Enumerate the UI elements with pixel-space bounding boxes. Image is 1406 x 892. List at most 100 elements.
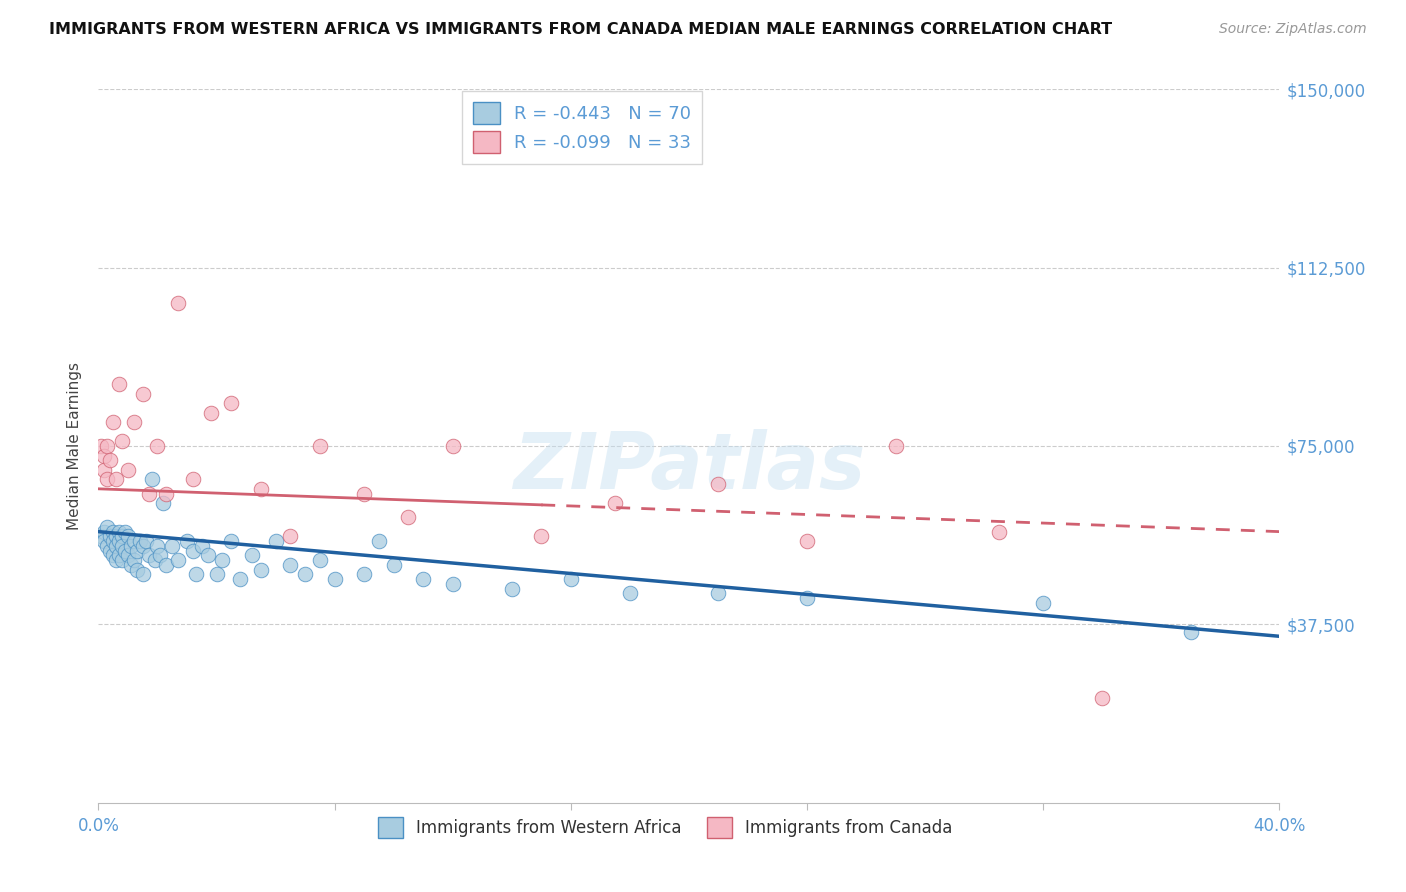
Point xyxy=(988,524,1011,539)
Point xyxy=(205,567,228,582)
Point xyxy=(264,534,287,549)
Point xyxy=(108,377,131,392)
Point xyxy=(560,572,582,586)
Point xyxy=(146,539,169,553)
Point xyxy=(707,477,730,491)
Point xyxy=(103,524,125,539)
Point xyxy=(309,553,332,567)
Point xyxy=(93,534,115,549)
Point xyxy=(155,486,177,500)
Point xyxy=(368,534,391,549)
Point xyxy=(96,472,118,486)
Point xyxy=(155,558,177,572)
Point xyxy=(280,558,302,572)
Point xyxy=(90,529,112,543)
Text: Source: ZipAtlas.com: Source: ZipAtlas.com xyxy=(1219,22,1367,37)
Text: IMMIGRANTS FROM WESTERN AFRICA VS IMMIGRANTS FROM CANADA MEDIAN MALE EARNINGS CO: IMMIGRANTS FROM WESTERN AFRICA VS IMMIGR… xyxy=(49,22,1112,37)
Point xyxy=(93,524,115,539)
Point xyxy=(135,534,157,549)
Point xyxy=(96,439,118,453)
Point xyxy=(117,549,139,563)
Point xyxy=(132,567,155,582)
Point xyxy=(501,582,523,596)
Point xyxy=(184,567,207,582)
Point xyxy=(122,415,145,429)
Point xyxy=(93,449,115,463)
Point xyxy=(128,534,150,549)
Point xyxy=(619,586,641,600)
Legend: Immigrants from Western Africa, Immigrants from Canada: Immigrants from Western Africa, Immigran… xyxy=(371,811,959,845)
Point xyxy=(117,463,139,477)
Point xyxy=(197,549,219,563)
Point xyxy=(530,529,553,543)
Point xyxy=(122,553,145,567)
Point xyxy=(353,486,375,500)
Point xyxy=(111,434,134,449)
Point xyxy=(103,549,125,563)
Point xyxy=(114,524,136,539)
Point xyxy=(796,591,818,606)
Point xyxy=(221,534,243,549)
Point xyxy=(176,534,198,549)
Point xyxy=(191,539,214,553)
Point xyxy=(96,539,118,553)
Point xyxy=(125,543,148,558)
Point xyxy=(200,406,222,420)
Point xyxy=(120,539,142,553)
Point xyxy=(240,549,263,563)
Point xyxy=(103,534,125,549)
Point xyxy=(120,558,142,572)
Point xyxy=(96,520,118,534)
Point xyxy=(412,572,434,586)
Point xyxy=(141,472,163,486)
Point xyxy=(211,553,233,567)
Point xyxy=(167,296,190,310)
Point xyxy=(90,439,112,453)
Point xyxy=(250,563,273,577)
Point xyxy=(353,567,375,582)
Point xyxy=(98,453,121,467)
Point xyxy=(1091,691,1114,706)
Point xyxy=(309,439,332,453)
Point xyxy=(143,553,166,567)
Point xyxy=(1180,624,1202,639)
Point xyxy=(323,572,346,586)
Point xyxy=(111,553,134,567)
Point xyxy=(280,529,302,543)
Point xyxy=(105,472,128,486)
Point xyxy=(138,549,160,563)
Point xyxy=(250,482,273,496)
Point xyxy=(149,549,172,563)
Point xyxy=(707,586,730,600)
Point xyxy=(884,439,907,453)
Point xyxy=(294,567,316,582)
Point xyxy=(167,553,190,567)
Point xyxy=(108,524,131,539)
Point xyxy=(162,539,183,553)
Point xyxy=(117,529,139,543)
Point xyxy=(441,577,464,591)
Point xyxy=(221,396,243,410)
Point xyxy=(105,553,128,567)
Point xyxy=(796,534,818,549)
Point xyxy=(146,439,169,453)
Point xyxy=(108,549,131,563)
Point xyxy=(108,534,131,549)
Point xyxy=(122,534,145,549)
Text: ZIPatlas: ZIPatlas xyxy=(513,429,865,506)
Point xyxy=(98,543,121,558)
Point xyxy=(132,386,155,401)
Point xyxy=(138,486,160,500)
Point xyxy=(181,472,204,486)
Point xyxy=(125,563,148,577)
Point xyxy=(398,510,420,524)
Point xyxy=(152,496,174,510)
Point xyxy=(132,539,155,553)
Point xyxy=(111,539,134,553)
Point xyxy=(105,529,128,543)
Point xyxy=(382,558,405,572)
Point xyxy=(181,543,204,558)
Point xyxy=(1032,596,1054,610)
Point xyxy=(98,529,121,543)
Y-axis label: Median Male Earnings: Median Male Earnings xyxy=(67,362,83,530)
